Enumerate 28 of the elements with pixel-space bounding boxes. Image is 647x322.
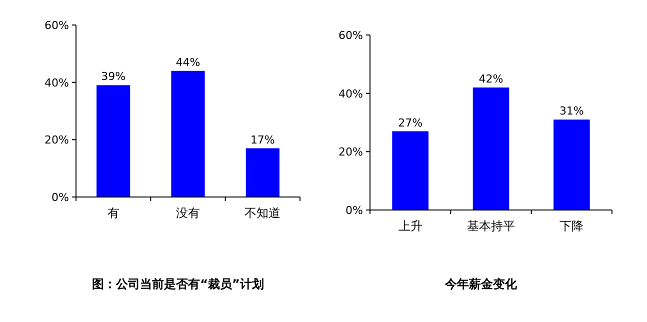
y-tick-label: 60% (338, 29, 363, 42)
y-tick-label: 0% (52, 191, 69, 204)
x-tick-label: 有 (107, 206, 120, 220)
x-tick-label: 不知道 (244, 206, 281, 220)
y-tick-label: 40% (44, 76, 69, 90)
y-tick-label: 60% (44, 19, 69, 32)
bar (246, 148, 280, 197)
data-label: 42% (478, 72, 504, 86)
y-tick-label: 40% (338, 87, 363, 100)
text: 今年薪金变化 (444, 277, 518, 291)
x-tick-label: 基本持平 (467, 219, 515, 233)
data-label: 17% (250, 133, 275, 146)
bar (554, 120, 590, 210)
data-label: 27% (398, 116, 423, 130)
bar (392, 131, 428, 210)
y-tick-label: 20% (44, 134, 69, 147)
data-label: 31% (559, 104, 584, 118)
x-tick-label: 上升 (398, 219, 422, 233)
y-tick-label: 0% (346, 204, 363, 217)
y-tick-label: 20% (338, 146, 363, 159)
bar (171, 70, 205, 197)
x-tick-label: 没有 (176, 206, 200, 220)
bar (96, 85, 130, 197)
bar (472, 88, 510, 210)
x-tick-label: 下降 (560, 219, 584, 233)
text: 图：公司当前是否有“裁员”计划 (92, 277, 264, 291)
data-label: 39% (101, 70, 126, 84)
data-label: 44% (176, 56, 200, 69)
